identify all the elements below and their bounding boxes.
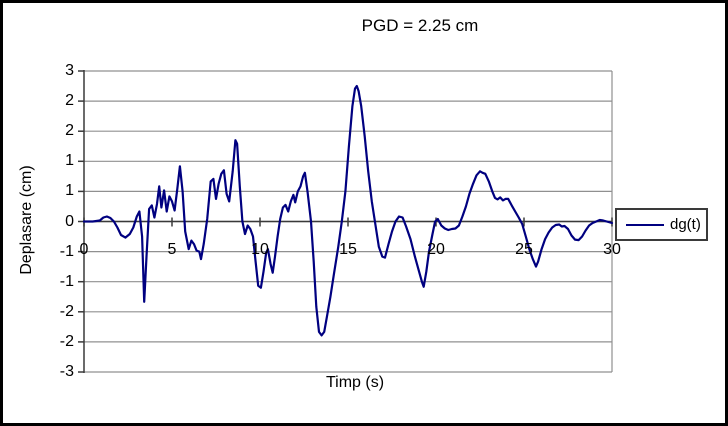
- y-tick-label: -1: [59, 272, 74, 290]
- x-tick-label: 0: [79, 240, 89, 258]
- y-tick-label: -1: [59, 242, 74, 260]
- y-tick-label: -2: [59, 332, 74, 350]
- y-tick-label: 0: [65, 212, 74, 230]
- y-tick-label: -2: [59, 302, 74, 320]
- x-tick-label: 30: [603, 240, 621, 258]
- x-tick-label: 10: [251, 240, 269, 258]
- x-tick-label: 5: [167, 240, 177, 258]
- legend: dg(t): [615, 208, 708, 241]
- y-tick-label: 3: [65, 62, 74, 79]
- x-tick-label: 15: [339, 240, 357, 258]
- chart-title: PGD = 2.25 cm: [361, 16, 479, 35]
- y-tick-label: -3: [59, 363, 74, 380]
- x-axis-title: Timp (s): [325, 374, 385, 391]
- y-tick-label: 1: [65, 152, 74, 170]
- legend-series-label: dg(t): [670, 216, 701, 233]
- y-tick-label: 2: [65, 92, 74, 110]
- x-tick-label: 20: [427, 240, 445, 258]
- series-line: [82, 84, 614, 337]
- y-tick-label: 1: [65, 182, 74, 200]
- x-tick-label: 25: [515, 240, 533, 258]
- y-tick-label: 2: [65, 122, 74, 140]
- legend-line-sample: [626, 223, 664, 226]
